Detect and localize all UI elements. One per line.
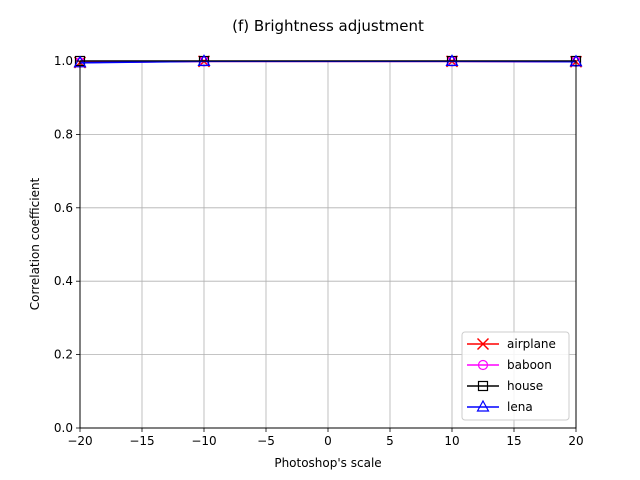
legend-entry-lena: lena (467, 399, 533, 414)
y-axis-label: Correlation coefficient (28, 177, 42, 310)
x-tick-label: 5 (386, 434, 394, 448)
x-tick-label: 20 (568, 434, 583, 448)
x-tick-label: −5 (257, 434, 275, 448)
legend-label: airplane (507, 337, 556, 351)
y-tick-label: 0.8 (54, 127, 73, 141)
x-axis-label: Photoshop's scale (274, 456, 381, 470)
legend-box (461, 331, 570, 421)
data-point-lena (445, 54, 459, 66)
legend-label: lena (507, 400, 533, 414)
y-tick-label: 0.4 (54, 274, 73, 288)
legend-label: baboon (507, 358, 552, 372)
data-point-lena (197, 54, 211, 66)
legend-entry-airplane: airplane (467, 337, 556, 351)
x-tick-label: −10 (191, 434, 216, 448)
x-tick-label: 15 (506, 434, 521, 448)
legend-marker (477, 359, 489, 371)
chart-title: (f) Brightness adjustment (232, 17, 424, 35)
x-tick-label: 0 (324, 434, 332, 448)
x-tick-label: −15 (129, 434, 154, 448)
legend-entry-baboon: baboon (467, 358, 552, 372)
x-tick-label: −20 (67, 434, 92, 448)
y-tick-label: 0.0 (54, 421, 73, 435)
x-tick-label: 10 (444, 434, 459, 448)
legend-marker (476, 399, 490, 412)
y-tick-label: 0.2 (54, 348, 73, 362)
y-tick-label: 0.6 (54, 201, 73, 215)
axis-ticks: −20 −15 −10 −5 0 5 10 15 20 0.0 0.2 0.4 0.6 0.8 1.0 (54, 54, 584, 448)
legend: airplane baboon house lena (461, 331, 570, 421)
legend-marker (477, 380, 489, 392)
legend-entry-house: house (467, 379, 543, 393)
y-tick-label: 1.0 (54, 54, 73, 68)
legend-marker (476, 337, 490, 351)
legend-label: house (507, 379, 543, 393)
